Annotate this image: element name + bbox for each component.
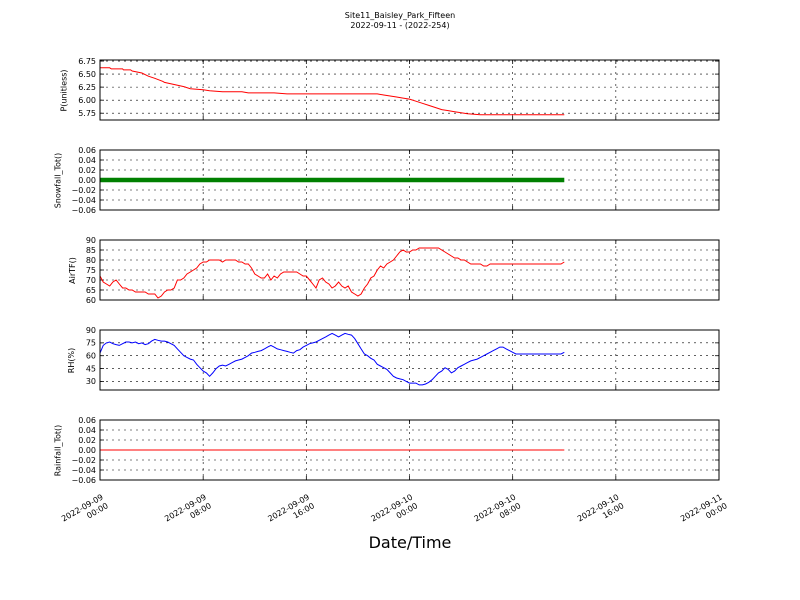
figure-title: Site11_Baisley_Park_Fifteen: [344, 11, 456, 20]
panel-3-ytick-label-6: 60: [86, 296, 96, 305]
panel-4-frame: [99, 329, 720, 391]
panel-3-ytick-label-0: 90: [86, 236, 96, 245]
panel-4-ytick-label-0: 90: [86, 326, 96, 335]
panel-3-ytick-label-5: 65: [86, 286, 96, 295]
panel-5-ytick-label-3: 0.00: [78, 446, 96, 455]
panel-2-ytick-label-4: −0.02: [71, 186, 96, 195]
panel-5-frame: [99, 419, 720, 481]
panel-2: 0.060.040.020.00−0.02−0.04−0.06: [71, 146, 720, 215]
x-axis-label: Date/Time: [368, 533, 452, 552]
panel-4: 90 75 60 45 30: [86, 326, 720, 391]
ylabel-2: Snowfall_Tot(): [53, 152, 63, 208]
panel-4-series-0: [99, 332, 565, 386]
panel-3-series-0: [99, 247, 565, 299]
panel-1-frame: [99, 59, 720, 121]
panel-3-ytick-label-2: 80: [86, 256, 96, 265]
panel-3-frame: [99, 239, 720, 301]
panel-5-ytick-label-5: −0.04: [71, 466, 96, 475]
figure-subtitle: 2022-09-11 - (2022-254): [350, 21, 450, 30]
panel-2-ytick-label-6: −0.06: [71, 206, 96, 215]
panel-5-ytick-label-2: 0.02: [78, 436, 96, 445]
panel-2-ytick-label-1: 0.04: [78, 156, 96, 165]
panel-5-ytick-label-4: −0.02: [71, 456, 96, 465]
ylabel-3: AirTF(): [67, 256, 77, 284]
panel-2-ytick-label-3: 0.00: [78, 176, 96, 185]
panel-4-ytick-label-1: 75: [86, 339, 96, 348]
panel-1-ytick-label-4: 5.75: [78, 109, 96, 118]
panel-1-ytick-label-0: 6.75: [78, 57, 96, 66]
panel-1: 6.75 6.50 6.25 6.00 5.75: [78, 57, 720, 121]
panel-1-ytick-label-1: 6.50: [78, 70, 96, 79]
panel-1-series-0: [100, 67, 565, 116]
panel-4-ytick-label-4: 30: [86, 377, 96, 386]
ylabel-1: P(unitless): [59, 68, 69, 112]
panel-3-ytick-label-4: 70: [86, 276, 96, 285]
ylabel-5: Rainfall_Tot(): [53, 424, 63, 476]
panel-4-ytick-label-2: 60: [86, 352, 96, 361]
panel-5-ytick-label-0: 0.06: [78, 416, 96, 425]
panel-2-ytick-label-5: −0.04: [71, 196, 96, 205]
panel-2-ytick-label-0: 0.06: [78, 146, 96, 155]
panel-3-ytick-label-1: 85: [86, 246, 96, 255]
panel-4-ytick-label-3: 45: [86, 364, 96, 373]
panel-5: 0.060.040.020.00−0.02−0.04−0.06: [71, 416, 720, 485]
panel-5-ytick-label-1: 0.04: [78, 426, 96, 435]
panel-3-ytick-label-3: 75: [86, 266, 96, 275]
panel-2-frame: [99, 149, 720, 211]
panel-5-ytick-label-6: −0.06: [71, 476, 96, 485]
panel-1-ytick-label-2: 6.25: [78, 83, 96, 92]
ylabel-4: RH(%): [67, 347, 77, 373]
panel-1-ytick-label-3: 6.00: [78, 96, 96, 105]
panel-2-ytick-label-2: 0.02: [78, 166, 96, 175]
